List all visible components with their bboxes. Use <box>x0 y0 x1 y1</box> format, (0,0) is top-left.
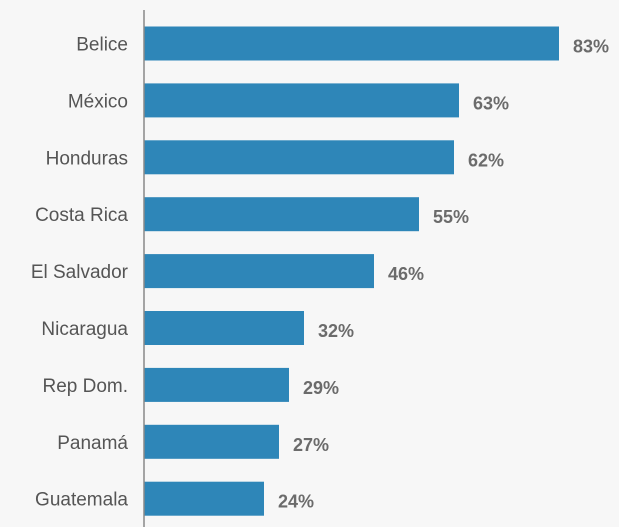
bars-group <box>144 26 559 516</box>
category-label-8: Guatemala <box>35 490 128 511</box>
value-label-8: 24% <box>278 492 314 512</box>
category-label-7: Panamá <box>57 433 128 454</box>
value-label-5: 32% <box>318 321 354 341</box>
bar-4 <box>144 254 374 289</box>
bar-7 <box>144 424 279 459</box>
value-label-3: 55% <box>433 207 469 227</box>
bar-8 <box>144 481 264 516</box>
bar-5 <box>144 311 304 345</box>
category-label-5: Nicaragua <box>41 319 128 340</box>
bar-0 <box>144 26 559 61</box>
category-label-2: Honduras <box>46 148 128 169</box>
value-label-2: 62% <box>468 150 504 170</box>
value-label-6: 29% <box>303 378 339 398</box>
value-label-0: 83% <box>573 37 609 57</box>
bar-3 <box>144 197 419 232</box>
bar-1 <box>144 83 459 118</box>
category-label-4: El Salvador <box>31 262 129 283</box>
category-label-3: Costa Rica <box>35 205 128 226</box>
value-label-7: 27% <box>293 435 329 455</box>
value-labels: 83% 63% 62% 55% 46% 32% 29% 27% 24% <box>278 37 609 512</box>
bar-2 <box>144 140 454 175</box>
category-label-0: Belice <box>76 35 128 56</box>
value-label-1: 63% <box>473 93 509 113</box>
category-labels: Belice México Honduras Costa Rica El Salvado… <box>31 35 129 511</box>
category-label-6: Rep Dom. <box>42 376 128 397</box>
category-label-1: México <box>68 91 128 112</box>
value-label-4: 46% <box>388 264 424 284</box>
bar-6 <box>144 367 289 402</box>
